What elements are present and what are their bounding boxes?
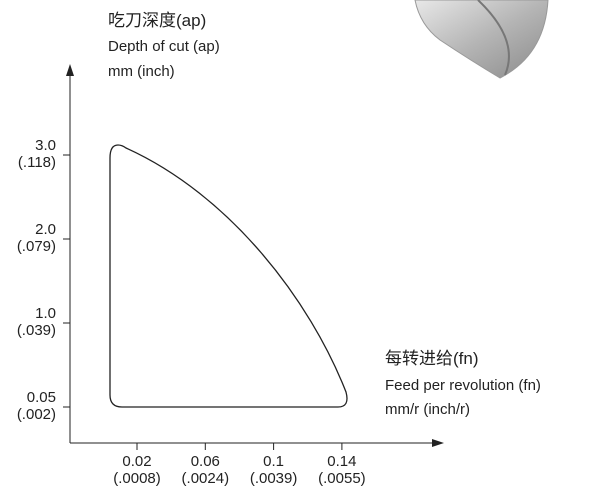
y-tick-label-inch: (.039) <box>17 322 56 339</box>
y-tick-label: 2.0 <box>35 221 56 238</box>
x-tick-label: 0.14 <box>327 453 356 470</box>
y-axis-title: 吃刀深度(ap) <box>108 11 206 30</box>
x-axis-subtitle: Feed per revolution (fn) <box>385 377 541 394</box>
x-axis-title: 每转进给(fn) <box>385 349 479 368</box>
x-tick-label-inch: (.0039) <box>250 470 298 487</box>
x-axis-unit: mm/r (inch/r) <box>385 401 470 418</box>
y-tick-label-inch: (.079) <box>17 238 56 255</box>
y-tick-label-inch: (.118) <box>18 154 56 171</box>
y-tick-label: 3.0 <box>35 137 56 154</box>
x-tick-label: 0.1 <box>263 453 284 470</box>
y-tick-label-inch: (.002) <box>17 406 56 423</box>
y-arrow <box>66 64 74 76</box>
y-tick-label: 0.05 <box>27 389 56 406</box>
x-tick-label-inch: (.0008) <box>113 470 161 487</box>
y-tick-label: 1.0 <box>35 305 56 322</box>
x-tick-label: 0.06 <box>191 453 220 470</box>
x-tick-label-inch: (.0024) <box>182 470 230 487</box>
x-tick-label: 0.02 <box>122 453 151 470</box>
y-axis-unit: mm (inch) <box>108 63 175 80</box>
insert-edge <box>477 0 510 76</box>
chip-breaking-area <box>109 144 348 408</box>
x-tick-label-inch: (.0055) <box>318 470 366 487</box>
y-axis-subtitle: Depth of cut (ap) <box>108 38 220 55</box>
insert-image <box>414 0 549 79</box>
x-arrow <box>432 439 444 447</box>
